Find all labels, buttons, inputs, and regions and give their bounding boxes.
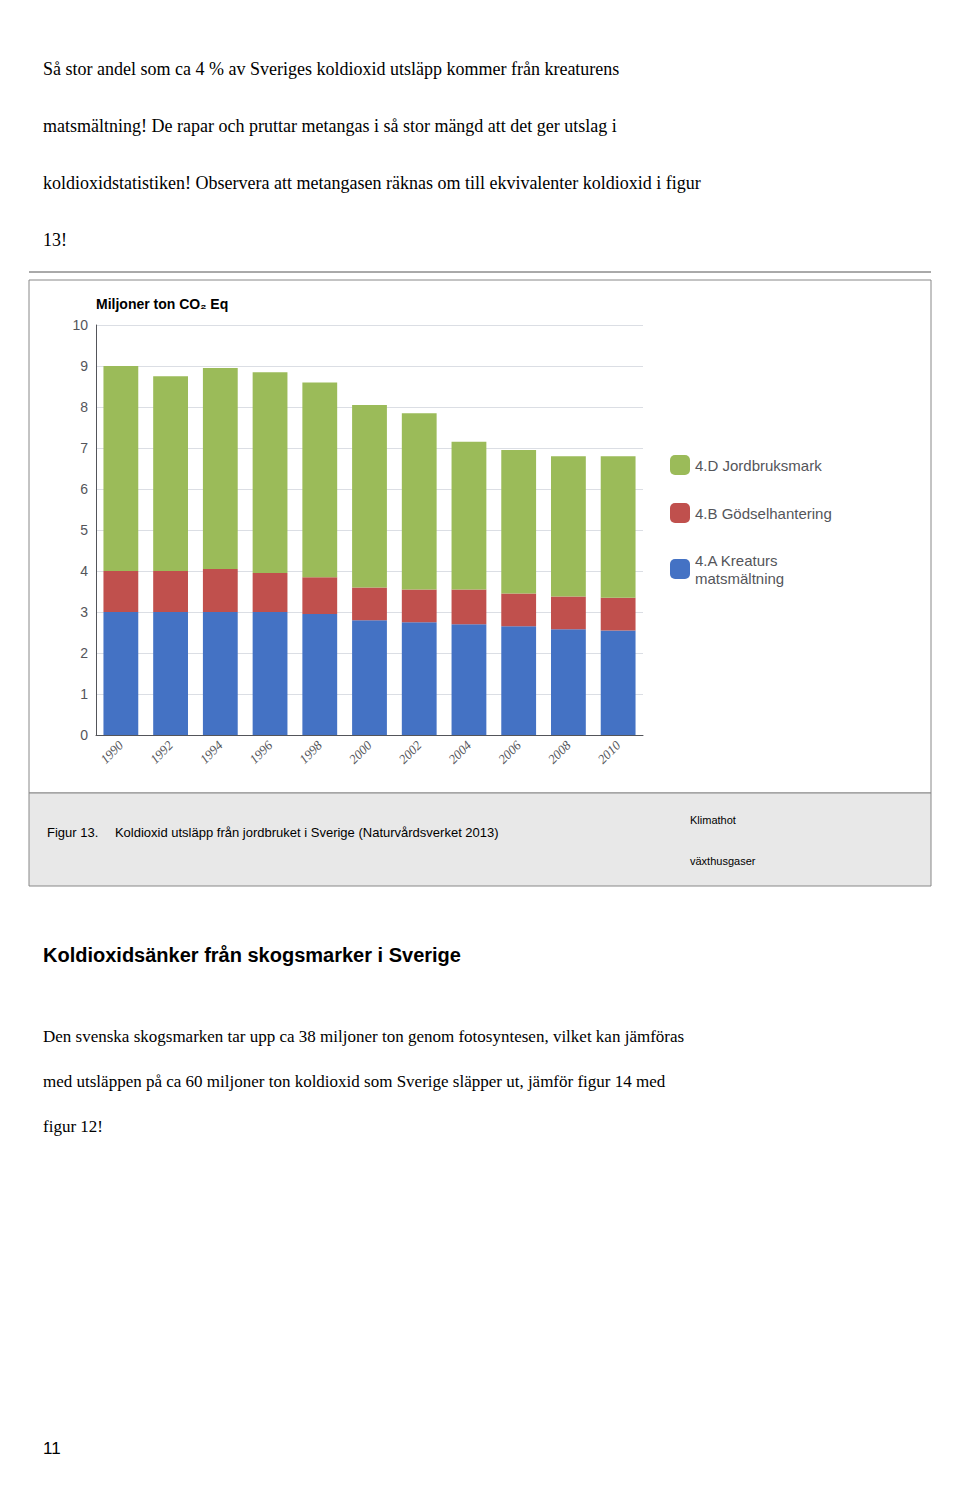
svg-text:Miljoner ton CO₂ Eq: Miljoner ton CO₂ Eq (96, 296, 228, 312)
svg-text:2008: 2008 (545, 737, 574, 766)
svg-text:2000: 2000 (346, 737, 375, 766)
svg-text:9: 9 (80, 358, 88, 374)
svg-text:Klimathot: Klimathot (690, 814, 736, 826)
svg-text:1: 1 (80, 686, 88, 702)
svg-text:Den svenska skogsmarken tar up: Den svenska skogsmarken tar upp ca 38 mi… (43, 1027, 684, 1046)
svg-text:1994: 1994 (197, 737, 226, 766)
svg-text:1998: 1998 (296, 737, 325, 766)
svg-text:med utsläppen på ca 60 miljone: med utsläppen på ca 60 miljoner ton kold… (43, 1072, 666, 1091)
svg-text:4.D Jordbruksmark: 4.D Jordbruksmark (695, 457, 822, 474)
svg-text:matsmältning: matsmältning (695, 570, 784, 587)
svg-text:10: 10 (72, 317, 88, 333)
svg-text:Figur 13. Koldioxid utsläpp f: Figur 13. Koldioxid utsläpp från jordbru… (47, 825, 499, 840)
svg-text:4.B Gödselhantering: 4.B Gödselhantering (695, 505, 832, 522)
svg-text:2010: 2010 (594, 737, 623, 766)
svg-text:1996: 1996 (246, 737, 275, 766)
svg-text:1992: 1992 (147, 737, 176, 766)
svg-text:2004: 2004 (445, 737, 474, 766)
svg-text:6: 6 (80, 481, 88, 497)
svg-text:4: 4 (80, 563, 88, 579)
svg-text:växthusgaser: växthusgaser (690, 855, 756, 867)
svg-text:13!: 13! (43, 230, 67, 250)
svg-text:11: 11 (43, 1439, 61, 1458)
svg-text:4.A Kreaturs: 4.A Kreaturs (695, 552, 778, 569)
svg-text:Så stor andel som ca 4 % av Sv: Så stor andel som ca 4 % av Sveriges kol… (43, 59, 619, 79)
svg-text:figur 12!: figur 12! (43, 1117, 103, 1136)
svg-text:5: 5 (80, 522, 88, 538)
svg-text:8: 8 (80, 399, 88, 415)
svg-text:koldioxidstatistiken! Observer: koldioxidstatistiken! Observera att meta… (43, 173, 701, 193)
svg-text:0: 0 (80, 727, 88, 743)
svg-text:matsmältning! De rapar och pru: matsmältning! De rapar och pruttar metan… (43, 116, 617, 136)
svg-text:2002: 2002 (396, 737, 425, 766)
svg-text:7: 7 (80, 440, 88, 456)
svg-text:2006: 2006 (495, 737, 524, 766)
svg-text:1990: 1990 (97, 737, 126, 766)
svg-text:2: 2 (80, 645, 88, 661)
svg-text:3: 3 (80, 604, 88, 620)
svg-text:Koldioxidsänker från skogsmark: Koldioxidsänker från skogsmarker i Sveri… (43, 944, 461, 966)
